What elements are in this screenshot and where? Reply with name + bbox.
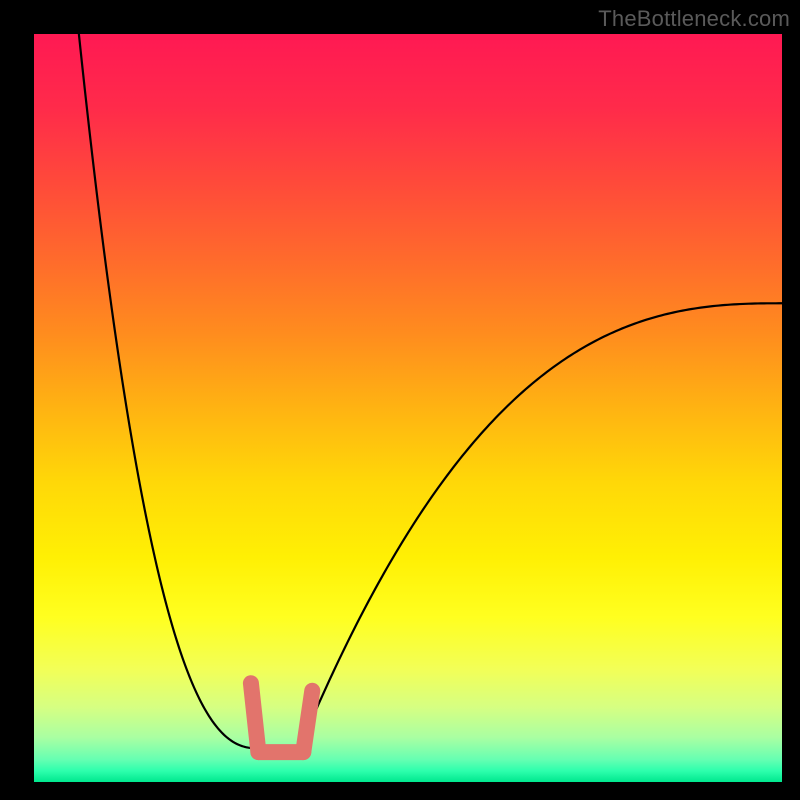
watermark-label: TheBottleneck.com bbox=[598, 6, 790, 32]
heatmap-gradient-background bbox=[34, 34, 782, 782]
plot-svg bbox=[34, 34, 782, 782]
plot-area bbox=[34, 34, 782, 782]
bottleneck-chart: TheBottleneck.com bbox=[0, 0, 800, 800]
